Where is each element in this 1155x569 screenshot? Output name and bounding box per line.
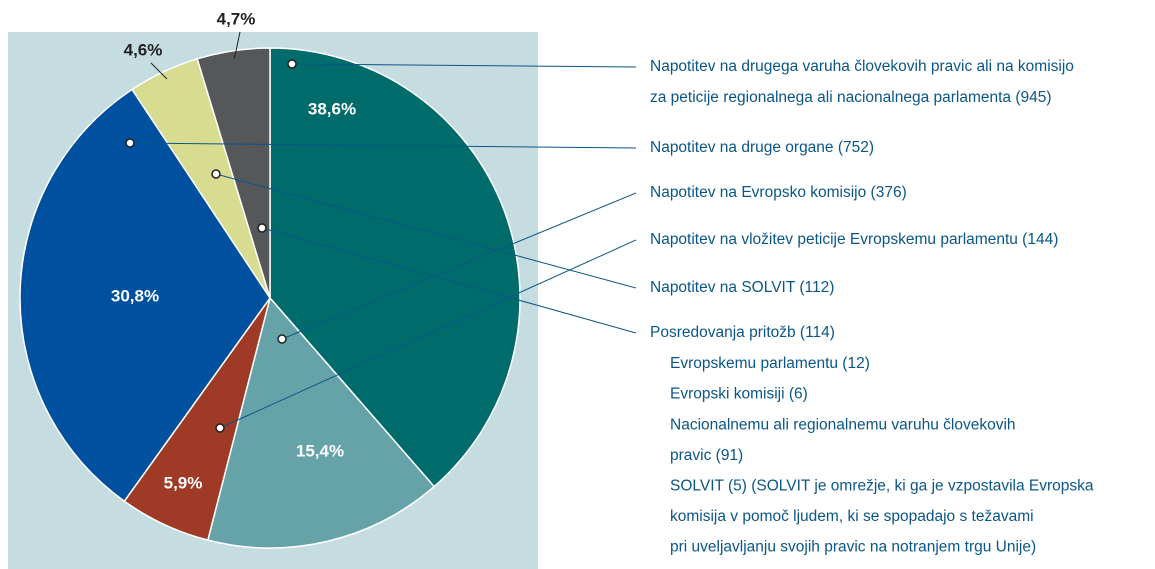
label-leader bbox=[150, 62, 168, 80]
pie-slice bbox=[196, 47, 271, 299]
pie-slice bbox=[19, 88, 271, 503]
leader-dot bbox=[211, 169, 221, 179]
value-label: 15,4% bbox=[296, 441, 344, 460]
value-label: 4,7% bbox=[217, 9, 256, 28]
pie-slice bbox=[269, 47, 521, 488]
legend-sublabel: Nacionalnemu ali regionalnemu varuhu člo… bbox=[670, 416, 1016, 433]
legend-label: Napotitev na drugega varuha človekovih p… bbox=[650, 58, 1074, 75]
leader-line bbox=[291, 63, 637, 68]
leader-line bbox=[219, 239, 637, 429]
legend-sublabel: pravic (91) bbox=[670, 447, 743, 464]
legend-sublabel: pri uveljavljanju svojih pravic na notra… bbox=[670, 539, 1036, 556]
pie-slice bbox=[206, 296, 436, 549]
value-label: 5,9% bbox=[164, 473, 203, 492]
leader-dot bbox=[287, 59, 297, 69]
leader-line bbox=[281, 192, 637, 340]
legend-sublabel: komisija v pomoč ljudem, ki se spopadajo… bbox=[670, 508, 1034, 525]
leader-dot bbox=[125, 138, 135, 148]
legend-label: Napotitev na SOLVIT (112) bbox=[650, 279, 834, 296]
value-label: 4,6% bbox=[124, 40, 163, 59]
label-leader bbox=[233, 31, 241, 59]
leader-line bbox=[129, 142, 637, 149]
value-label: 30,8% bbox=[111, 286, 159, 305]
leader-dot bbox=[277, 334, 287, 344]
legend-label: za peticije regionalnega ali nacionalneg… bbox=[650, 89, 1052, 106]
legend-sublabel: Evropski komisiji (6) bbox=[670, 386, 808, 403]
value-label: 38,6% bbox=[308, 99, 356, 118]
legend-label: Napotitev na vložitev peticije Evropskem… bbox=[650, 231, 1058, 248]
leader-line bbox=[261, 227, 637, 334]
leader-dot bbox=[215, 423, 225, 433]
legend-sublabel: SOLVIT (5) (SOLVIT je omrežje, ki ga je … bbox=[670, 477, 1094, 494]
legend-label: Napotitev na druge organe (752) bbox=[650, 139, 874, 156]
legend-sublabel: Evropskemu parlamentu (12) bbox=[670, 355, 870, 372]
legend-label: Napotitev na Evropsko komisijo (376) bbox=[650, 184, 907, 201]
leader-line bbox=[215, 173, 637, 289]
legend-label: Posredovanja pritožb (114) bbox=[650, 324, 835, 341]
leader-dot bbox=[257, 223, 267, 233]
